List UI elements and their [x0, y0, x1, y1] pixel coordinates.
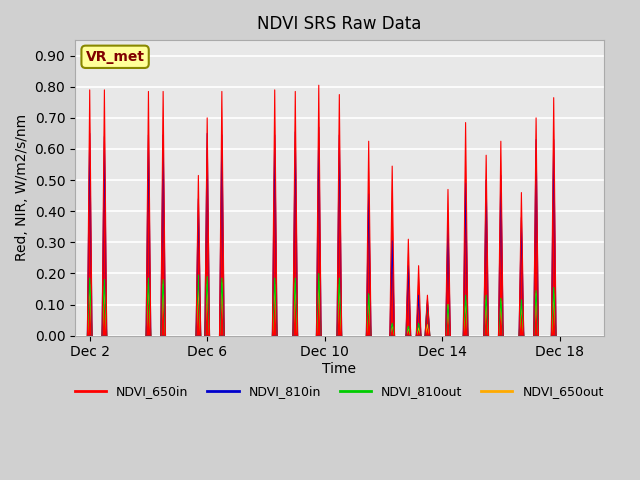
Polygon shape [416, 323, 421, 336]
Polygon shape [519, 217, 524, 336]
Polygon shape [220, 92, 224, 336]
Polygon shape [499, 175, 503, 336]
Polygon shape [88, 284, 92, 336]
Polygon shape [406, 265, 411, 336]
Polygon shape [390, 323, 394, 336]
Polygon shape [273, 278, 277, 336]
Polygon shape [425, 303, 430, 336]
Polygon shape [390, 241, 394, 336]
Polygon shape [316, 274, 321, 336]
Polygon shape [484, 300, 488, 336]
Polygon shape [102, 90, 107, 336]
Polygon shape [273, 135, 277, 336]
Polygon shape [551, 294, 556, 336]
Polygon shape [205, 276, 209, 336]
Polygon shape [88, 278, 92, 336]
Polygon shape [205, 118, 209, 336]
Legend: NDVI_650in, NDVI_810in, NDVI_810out, NDVI_650out: NDVI_650in, NDVI_810in, NDVI_810out, NDV… [70, 380, 609, 403]
Polygon shape [316, 127, 321, 336]
Polygon shape [220, 283, 224, 336]
Polygon shape [499, 298, 503, 336]
Polygon shape [273, 284, 277, 336]
Polygon shape [366, 141, 371, 336]
Polygon shape [484, 180, 488, 336]
Polygon shape [425, 300, 430, 336]
Polygon shape [205, 133, 209, 336]
Polygon shape [337, 95, 342, 336]
Polygon shape [220, 278, 224, 336]
Polygon shape [88, 90, 92, 336]
Polygon shape [196, 275, 201, 336]
Polygon shape [102, 286, 107, 336]
Polygon shape [366, 194, 371, 336]
Polygon shape [416, 295, 421, 336]
Polygon shape [161, 284, 166, 336]
Polygon shape [445, 304, 451, 336]
Polygon shape [161, 280, 166, 336]
Polygon shape [534, 290, 538, 336]
Polygon shape [366, 295, 371, 336]
Polygon shape [293, 283, 298, 336]
Polygon shape [161, 92, 166, 336]
Polygon shape [316, 85, 321, 336]
Polygon shape [406, 328, 411, 336]
Polygon shape [463, 183, 468, 336]
Polygon shape [390, 166, 394, 336]
X-axis label: Time: Time [323, 362, 356, 376]
Polygon shape [463, 300, 468, 336]
Polygon shape [220, 135, 224, 336]
Polygon shape [551, 140, 556, 336]
Polygon shape [293, 132, 298, 336]
Polygon shape [551, 97, 556, 336]
Polygon shape [196, 199, 201, 336]
Polygon shape [534, 140, 538, 336]
Polygon shape [445, 190, 451, 336]
Polygon shape [534, 294, 538, 336]
Polygon shape [146, 135, 151, 336]
Polygon shape [196, 288, 201, 336]
Polygon shape [445, 224, 451, 336]
Polygon shape [484, 295, 488, 336]
Polygon shape [337, 278, 342, 336]
Polygon shape [519, 300, 524, 336]
Polygon shape [406, 326, 411, 336]
Polygon shape [366, 294, 371, 336]
Polygon shape [484, 155, 488, 336]
Polygon shape [293, 278, 298, 336]
Polygon shape [102, 280, 107, 336]
Polygon shape [161, 135, 166, 336]
Polygon shape [416, 265, 421, 336]
Polygon shape [293, 92, 298, 336]
Polygon shape [146, 92, 151, 336]
Polygon shape [205, 284, 209, 336]
Polygon shape [445, 304, 451, 336]
Polygon shape [273, 90, 277, 336]
Polygon shape [337, 135, 342, 336]
Polygon shape [463, 122, 468, 336]
Polygon shape [551, 288, 556, 336]
Polygon shape [390, 325, 394, 336]
Polygon shape [146, 278, 151, 336]
Polygon shape [463, 295, 468, 336]
Polygon shape [519, 303, 524, 336]
Polygon shape [102, 136, 107, 336]
Polygon shape [196, 175, 201, 336]
Polygon shape [416, 328, 421, 336]
Polygon shape [88, 133, 92, 336]
Y-axis label: Red, NIR, W/m2/s/nm: Red, NIR, W/m2/s/nm [15, 114, 29, 262]
Polygon shape [499, 141, 503, 336]
Polygon shape [406, 239, 411, 336]
Title: NDVI SRS Raw Data: NDVI SRS Raw Data [257, 15, 422, 33]
Polygon shape [425, 325, 430, 336]
Polygon shape [425, 295, 430, 336]
Text: VR_met: VR_met [86, 50, 145, 64]
Polygon shape [146, 283, 151, 336]
Polygon shape [316, 281, 321, 336]
Polygon shape [519, 192, 524, 336]
Polygon shape [499, 301, 503, 336]
Polygon shape [534, 118, 538, 336]
Polygon shape [337, 284, 342, 336]
